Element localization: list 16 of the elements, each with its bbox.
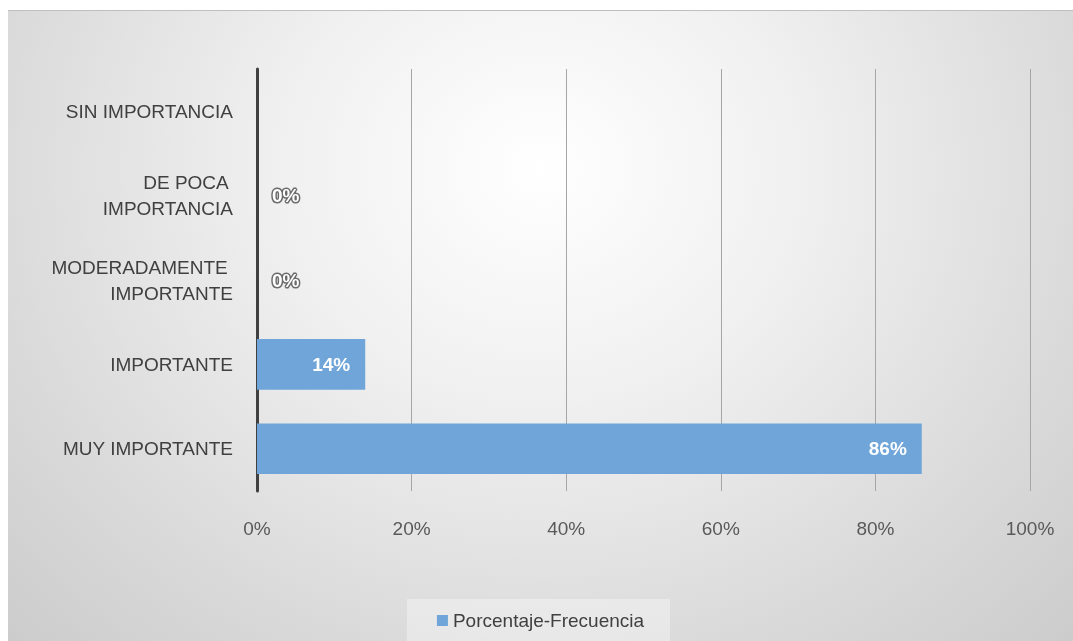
y-tick-label: MODERADAMENTE IMPORTANTE <box>51 256 233 304</box>
y-tick-label: MUY IMPORTANTE <box>63 438 233 460</box>
y-tick-label: IMPORTANTE <box>110 353 233 375</box>
x-tick-label: 100% <box>1005 518 1055 539</box>
y-tick-label: SIN IMPORTANCIA <box>65 100 234 122</box>
data-label: 86% <box>868 438 907 460</box>
data-label: 0% <box>272 185 300 207</box>
x-tick-label: 40% <box>547 518 586 539</box>
y-tick-label: DE POCA IMPORTANCIA <box>102 172 234 220</box>
x-tick-label: 60% <box>701 518 740 539</box>
data-label: 14% <box>312 353 351 375</box>
x-tick-label: 80% <box>856 518 895 539</box>
x-tick-label: 0% <box>243 518 271 539</box>
data-label: 0% <box>272 269 300 291</box>
legend-label: Porcentaje-Frecuencia <box>452 610 645 631</box>
x-tick-label: 20% <box>392 518 431 539</box>
